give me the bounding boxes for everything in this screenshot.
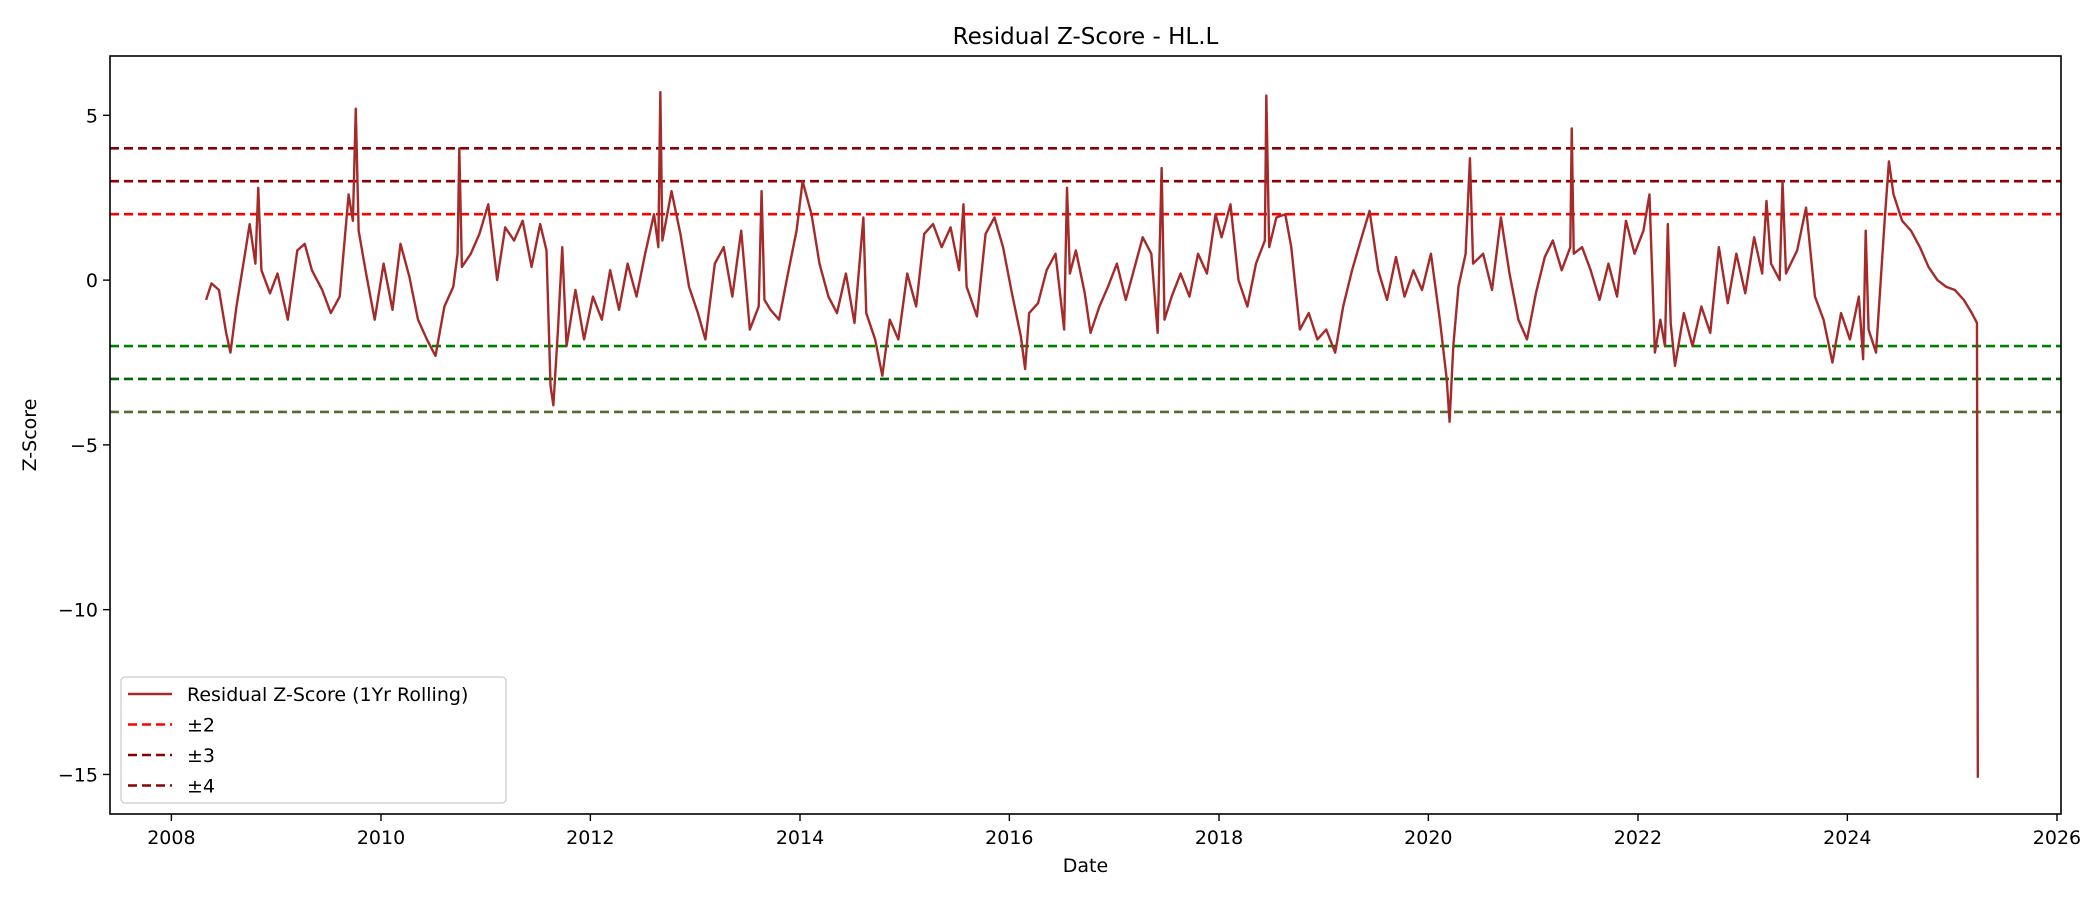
x-tick-label-7: 2022 bbox=[1614, 827, 1662, 849]
legend-label-0: Residual Z-Score (1Yr Rolling) bbox=[187, 684, 468, 706]
threshold-lines bbox=[110, 146, 2061, 414]
y-tick-label-4: −15 bbox=[58, 764, 98, 786]
y-tick-label-3: −10 bbox=[58, 600, 98, 622]
x-tick-label-5: 2018 bbox=[1195, 827, 1243, 849]
x-tick-label-2: 2012 bbox=[566, 827, 614, 849]
series-layer bbox=[204, 91, 1980, 778]
legend-label-3: ±4 bbox=[187, 776, 215, 798]
y-tick-label-1: 0 bbox=[86, 270, 98, 292]
x-tick-label-4: 2016 bbox=[985, 827, 1033, 849]
x-tick-label-6: 2020 bbox=[1404, 827, 1452, 849]
x-axis: 2008 2010 2012 2014 2016 2018 2020 2022 2024 2026 bbox=[147, 814, 2081, 849]
legend-label-2: ±3 bbox=[187, 745, 215, 767]
x-tick-label-3: 2014 bbox=[776, 827, 824, 849]
series-line-0 bbox=[204, 91, 1980, 778]
y-axis-label: Z-Score bbox=[19, 399, 41, 472]
x-tick-label-1: 2010 bbox=[357, 827, 405, 849]
y-tick-label-0: 5 bbox=[86, 105, 98, 127]
x-tick-label-0: 2008 bbox=[147, 827, 195, 849]
chart-title: Residual Z-Score - HL.L bbox=[953, 24, 1219, 50]
legend-box bbox=[120, 676, 507, 804]
x-tick-label-9: 2026 bbox=[2033, 827, 2081, 849]
legend: Residual Z-Score (1Yr Rolling) ±2 ±3 ±4 bbox=[120, 676, 507, 804]
y-axis: 5 0 −5 −10 −15 bbox=[58, 105, 110, 786]
y-tick-label-2: −5 bbox=[70, 435, 98, 457]
legend-label-1: ±2 bbox=[187, 715, 215, 737]
x-tick-label-8: 2024 bbox=[1823, 827, 1871, 849]
x-axis-label: Date bbox=[1063, 855, 1108, 877]
plot-frame bbox=[109, 55, 2062, 815]
